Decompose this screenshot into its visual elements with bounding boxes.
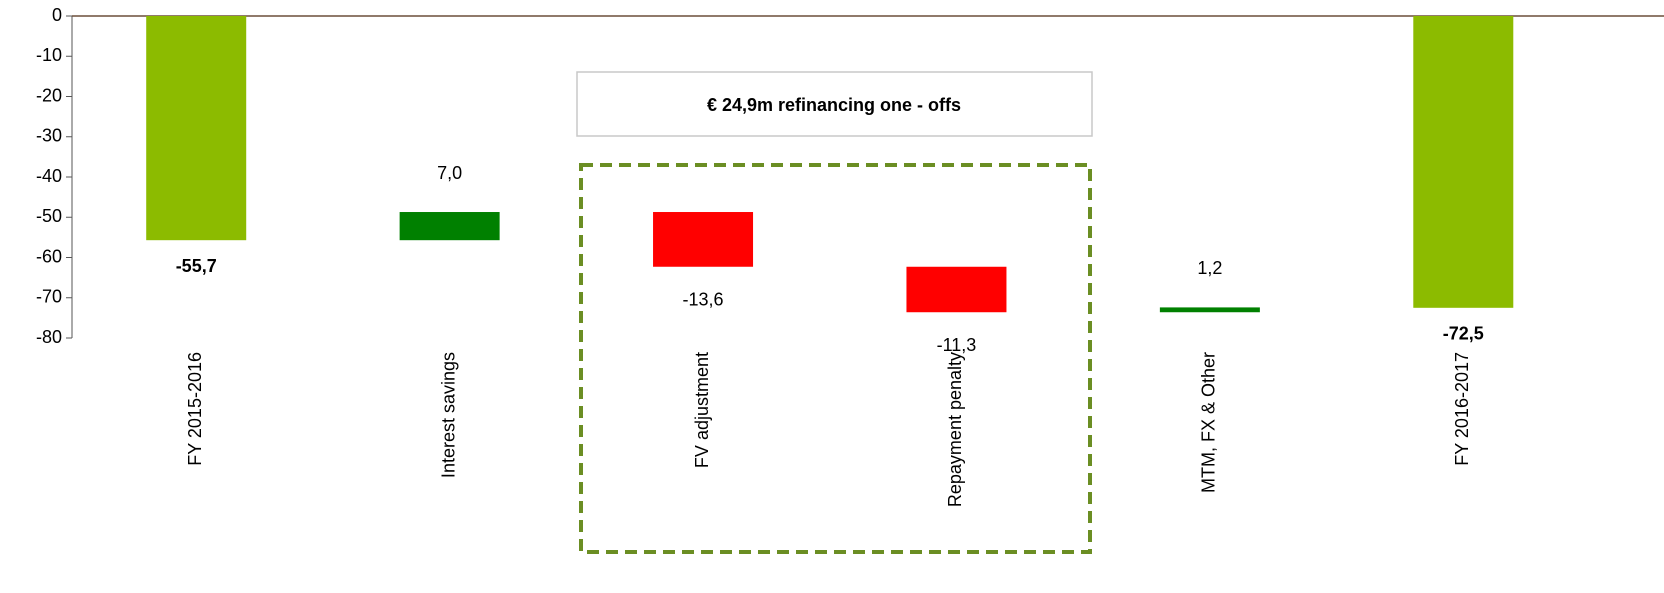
y-tick-label: -70	[36, 287, 62, 307]
y-tick-label: 0	[52, 5, 62, 25]
bar	[1159, 307, 1260, 313]
annotation: € 24,9m refinancing one - offs	[707, 95, 961, 115]
value-label: -11,3	[937, 335, 977, 355]
x-tick-label: FY 2016-2017	[1452, 352, 1472, 466]
group-box	[579, 163, 1092, 554]
value-label: -72,5	[1443, 324, 1484, 344]
y-tick-label: -40	[36, 166, 62, 186]
value-label: 1,2	[1197, 258, 1222, 278]
value-label: -13,6	[683, 290, 724, 310]
y-tick-label: -10	[36, 45, 62, 65]
y-tick-label: -50	[36, 206, 62, 226]
bar	[906, 266, 1007, 313]
value-label: 7,0	[437, 163, 462, 183]
x-tick-label: MTM, FX & Other	[1199, 352, 1219, 493]
x-tick-label: FY 2015-2016	[185, 352, 205, 466]
bar	[1413, 16, 1514, 308]
x-tick-label: Interest savings	[438, 352, 458, 478]
y-tick-label: -30	[36, 126, 62, 146]
bar	[653, 212, 754, 267]
x-tick-label: Repayment penalty	[945, 352, 965, 507]
value-label: -55,7	[176, 256, 217, 276]
annotation-box	[576, 71, 1093, 137]
y-tick-label: -80	[36, 327, 62, 347]
y-tick-label: -20	[36, 85, 62, 105]
bar	[146, 16, 247, 241]
bar	[399, 212, 500, 241]
y-tick-label: -60	[36, 246, 62, 266]
x-tick-label: FV adjustment	[692, 352, 712, 468]
